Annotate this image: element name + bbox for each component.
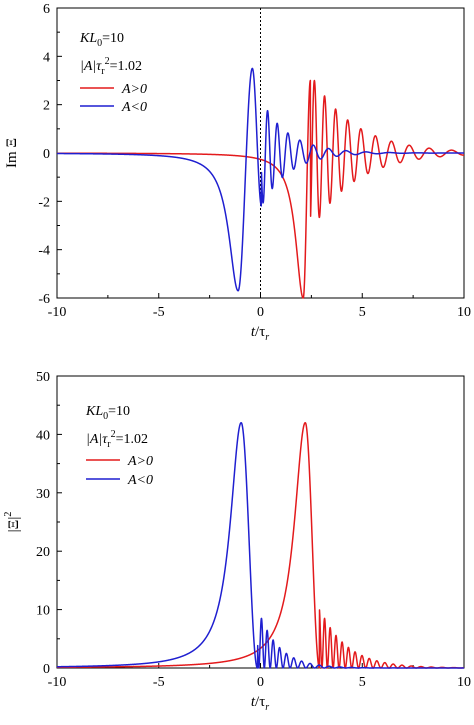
series-line-a-neg [56, 421, 465, 669]
y-axis-title-top: Im Ξ [4, 138, 20, 168]
legend-label-a-pos: A>0 [121, 82, 147, 97]
y-tick-label: 2 [43, 99, 50, 114]
x-tick-label: 5 [359, 305, 366, 320]
y-tick-label: 30 [36, 487, 50, 502]
y-tick-label: 50 [36, 370, 50, 385]
x-tick-label: 10 [457, 675, 471, 690]
y-axis-title-bottom: |Ξ|2 [3, 512, 22, 533]
x-tick-label: -5 [153, 305, 165, 320]
x-tick-label: 10 [457, 305, 471, 320]
legend-bottom: KL0=10 |A|τr2=1.02 A>0 A<0 [85, 404, 153, 488]
x-axis-title-top: t/τr [251, 324, 269, 343]
y-tick-label: 6 [43, 2, 50, 17]
y-tick-label: 4 [43, 50, 50, 65]
y-tick-label: -2 [38, 195, 50, 210]
y-tick-label: 40 [36, 428, 50, 443]
y-tick-label: -4 [38, 244, 50, 259]
chart-top: -10 -5 0 5 10 -6 -4 -2 0 2 4 6 KL0=10 |A|τr2=1.02 A… [4, 2, 471, 343]
series-line-a-neg [56, 67, 465, 292]
y-tick-label: -6 [38, 292, 50, 307]
y-tick-label: 10 [36, 604, 50, 619]
x-tick-label: 5 [359, 675, 366, 690]
legend-param-2: |A|τr2=1.02 [80, 56, 142, 77]
chart-bottom: -10 -5 0 5 10 0 10 20 30 40 50 KL0=10 |A|τr2=1.02 … [3, 370, 471, 713]
legend-param-2: |A|τr2=1.02 [86, 429, 148, 450]
legend-label-a-pos: A>0 [127, 454, 153, 469]
x-axis-title-bottom: t/τr [251, 694, 269, 713]
y-tick-label: 20 [36, 545, 50, 560]
ticks-bottom: -10 -5 0 5 10 0 10 20 30 40 50 [36, 370, 471, 690]
legend-param-1: KL0=10 [85, 404, 130, 422]
ticks-top: -10 -5 0 5 10 -6 -4 -2 0 2 4 6 [38, 2, 471, 320]
series-line-a-pos [56, 79, 465, 299]
x-tick-label: 0 [257, 305, 264, 320]
legend-top: KL0=10 |A|τr2=1.02 A>0 A<0 [79, 31, 147, 115]
legend-param-1: KL0=10 [79, 31, 124, 49]
x-tick-label: -10 [48, 305, 67, 320]
y-tick-label: 0 [43, 147, 50, 162]
x-tick-label: -10 [48, 675, 67, 690]
x-tick-label: -5 [153, 675, 165, 690]
legend-label-a-neg: A<0 [127, 473, 153, 488]
legend-label-a-neg: A<0 [121, 100, 147, 115]
x-tick-label: 0 [257, 675, 264, 690]
y-tick-label: 0 [43, 662, 50, 677]
